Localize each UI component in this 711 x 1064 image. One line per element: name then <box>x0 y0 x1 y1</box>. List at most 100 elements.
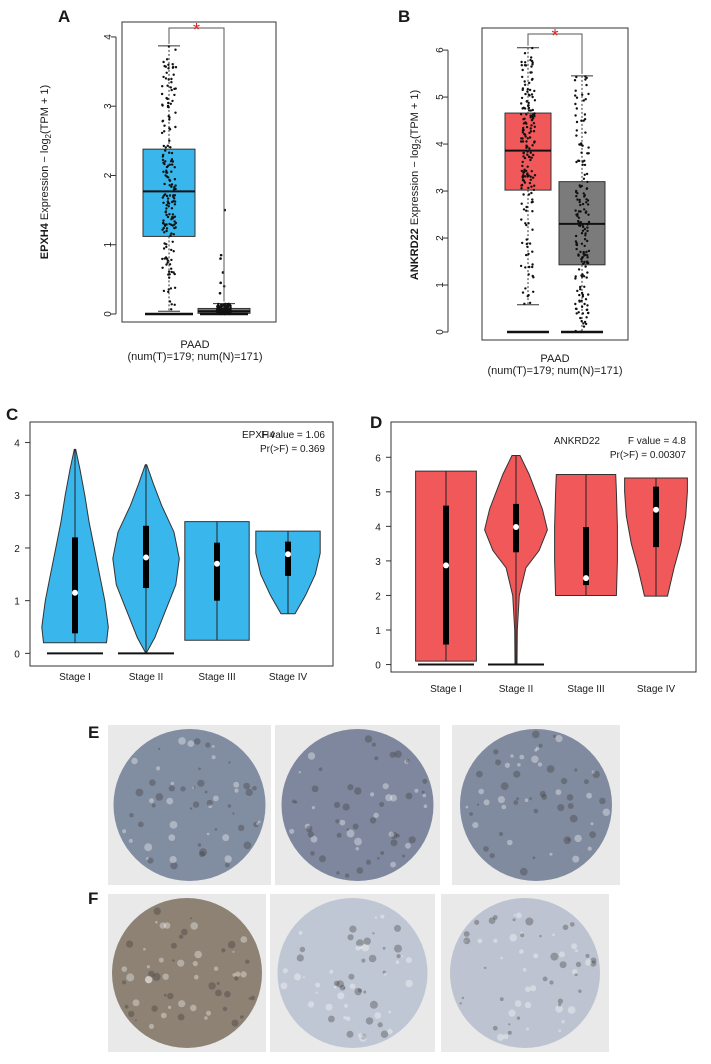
tumor-point <box>163 64 166 68</box>
tissue-texture <box>394 924 401 932</box>
normal-point <box>583 320 587 324</box>
x-axis-sample-counts: (num(T)=179; num(N)=171) <box>127 351 262 363</box>
tissue-texture <box>567 803 574 809</box>
tumor-point <box>533 174 537 177</box>
tissue-texture <box>289 828 295 834</box>
tissue-texture <box>122 980 126 985</box>
tissue-texture <box>533 808 539 814</box>
tissue-texture <box>546 765 555 773</box>
tumor-point <box>170 183 174 186</box>
tissue-texture <box>156 766 161 771</box>
tissue-texture <box>149 779 156 786</box>
normal-point <box>585 83 588 87</box>
y-tick-label: 2 <box>103 172 114 178</box>
tumor-point <box>172 233 175 236</box>
tumor-point <box>167 101 170 105</box>
normal-point <box>587 152 590 155</box>
tissue-texture <box>159 922 166 929</box>
tissue-texture <box>193 786 196 789</box>
normal-point <box>574 89 577 92</box>
tissue-texture <box>555 735 563 743</box>
stage-4-median-dot <box>653 506 659 513</box>
tissue-texture <box>388 1010 392 1014</box>
normal-point <box>583 254 586 257</box>
normal-point <box>585 276 588 279</box>
tumor-point <box>174 111 177 114</box>
normal-points <box>215 208 232 316</box>
tumor-point <box>171 240 174 243</box>
tissue-texture <box>520 931 524 935</box>
tissue-texture <box>532 856 536 860</box>
tumor-point <box>162 222 165 225</box>
tissue-texture <box>293 973 302 981</box>
tissue-texture <box>240 936 248 943</box>
tissue-texture <box>170 781 175 786</box>
tissue-texture <box>535 746 540 751</box>
y-tick-label: 0 <box>14 649 20 660</box>
tissue-texture <box>158 957 164 963</box>
tissue-texture <box>590 822 594 826</box>
stage-1-median-dot <box>443 562 449 569</box>
tumor-point <box>171 224 174 227</box>
y-tick-label: 2 <box>14 544 20 555</box>
tissue-texture <box>211 755 216 760</box>
tissue-texture <box>550 952 559 961</box>
normal-point <box>575 190 578 194</box>
tissue-core <box>450 898 600 1048</box>
tumor-point <box>173 178 177 181</box>
tissue-texture <box>232 950 235 953</box>
tissue-texture <box>352 823 359 830</box>
tissue-texture <box>168 1005 172 1010</box>
tissue-texture <box>495 759 502 766</box>
normal-point <box>575 107 578 110</box>
tissue-texture <box>369 1000 378 1009</box>
tissue-texture <box>380 851 385 855</box>
tissue-texture <box>216 981 220 985</box>
tumor-point <box>169 102 172 106</box>
tissue-texture <box>507 1030 512 1035</box>
tumor-point <box>164 149 167 152</box>
tumor-point <box>163 162 166 166</box>
tissue-texture <box>304 823 311 829</box>
tissue-texture <box>361 943 370 952</box>
tissue-texture <box>516 797 519 801</box>
tumor-point <box>525 100 528 103</box>
tissue-texture <box>492 915 498 920</box>
tissue-texture <box>346 1030 354 1038</box>
tissue-texture <box>146 965 150 969</box>
normal-point <box>580 232 584 235</box>
x-axis-label: PAAD <box>540 353 569 365</box>
tissue-texture <box>361 958 366 963</box>
tumor-point <box>168 178 171 182</box>
tumor-point <box>529 127 532 130</box>
tumor-point <box>532 122 536 125</box>
normal-point <box>582 99 585 102</box>
tumor-point <box>533 140 536 143</box>
tissue-texture <box>194 950 202 959</box>
tissue-texture <box>567 1006 576 1014</box>
tumor-point <box>162 194 166 197</box>
tissue-texture <box>307 752 316 760</box>
normal-point <box>578 143 581 146</box>
tissue-texture <box>169 856 177 864</box>
normal-point <box>586 199 590 202</box>
tissue-texture <box>539 934 542 938</box>
tumor-point <box>164 146 167 149</box>
tumor-point <box>161 158 165 162</box>
tissue-texture <box>394 750 402 758</box>
normal-point <box>580 151 583 154</box>
tumor-point <box>161 85 164 88</box>
tumor-point <box>521 87 525 90</box>
tumor-point <box>529 178 532 181</box>
tumor-point <box>167 288 170 291</box>
tissue-texture <box>245 959 250 964</box>
tissue-texture <box>190 1004 197 1012</box>
normal-point <box>229 306 232 309</box>
y-tick-label: 1 <box>14 597 20 608</box>
tumor-point <box>526 88 529 91</box>
tissue-texture <box>589 831 596 838</box>
normal-point <box>575 134 578 137</box>
tissue-texture <box>363 937 371 945</box>
normal-point <box>578 293 581 297</box>
normal-point <box>587 220 591 224</box>
